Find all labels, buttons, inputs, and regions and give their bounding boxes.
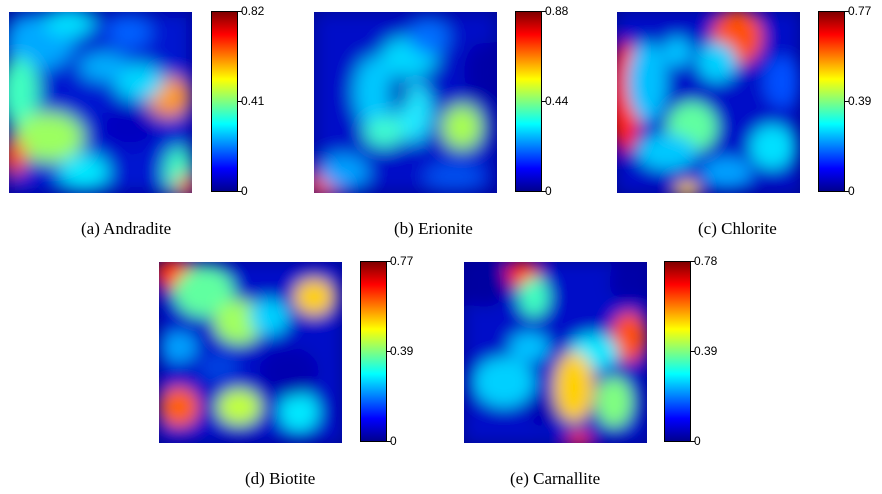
heatmap-chlorite <box>617 12 800 193</box>
colorbar-min-label: 0 <box>848 184 855 198</box>
colorbar-tick <box>691 441 695 442</box>
colorbar-tick <box>542 11 546 12</box>
panel-caption: (c) Chlorite <box>698 219 777 238</box>
colorbar-tick <box>691 351 695 352</box>
colorbar-max-label: 0.77 <box>848 4 872 18</box>
heatmap-erionite <box>314 12 497 193</box>
colorbar-erionite <box>515 11 542 192</box>
colorbar-tick <box>387 351 391 352</box>
colorbar-chlorite <box>818 11 845 192</box>
colorbar-min-label: 0 <box>390 434 397 448</box>
colorbar-carnallite <box>664 261 691 442</box>
heatmap-biotite <box>159 262 342 443</box>
heatmap-andradite <box>9 12 192 193</box>
colorbar-tick <box>542 191 546 192</box>
colorbar-mid-label: 0.44 <box>545 94 569 108</box>
colorbar-mid-label: 0.39 <box>390 344 414 358</box>
panel-caption: (e) Carnallite <box>510 469 601 488</box>
colorbar-mid-label: 0.39 <box>694 344 718 358</box>
colorbar-tick <box>238 11 242 12</box>
colorbar-tick <box>845 11 849 12</box>
colorbar-tick <box>238 191 242 192</box>
colorbar-tick <box>691 261 695 262</box>
colorbar-mid-label: 0.39 <box>848 94 872 108</box>
colorbar-max-label: 0.88 <box>545 4 569 18</box>
colorbar-min-label: 0 <box>694 434 701 448</box>
panel-caption: (b) Erionite <box>394 219 473 238</box>
heatmap-carnallite <box>464 262 647 443</box>
colorbar-tick <box>238 101 242 102</box>
panel-caption: (a) Andradite <box>81 219 172 238</box>
colorbar-min-label: 0 <box>545 184 552 198</box>
colorbar-max-label: 0.82 <box>241 4 265 18</box>
colorbar-tick <box>845 101 849 102</box>
colorbar-max-label: 0.78 <box>694 254 718 268</box>
colorbar-biotite <box>360 261 387 442</box>
colorbar-max-label: 0.77 <box>390 254 414 268</box>
colorbar-tick <box>542 101 546 102</box>
colorbar-tick <box>387 261 391 262</box>
colorbar-min-label: 0 <box>241 184 248 198</box>
panel-caption: (d) Biotite <box>245 469 316 488</box>
colorbar-tick <box>845 191 849 192</box>
colorbar-tick <box>387 441 391 442</box>
colorbar-mid-label: 0.41 <box>241 94 265 108</box>
colorbar-andradite <box>211 11 238 192</box>
